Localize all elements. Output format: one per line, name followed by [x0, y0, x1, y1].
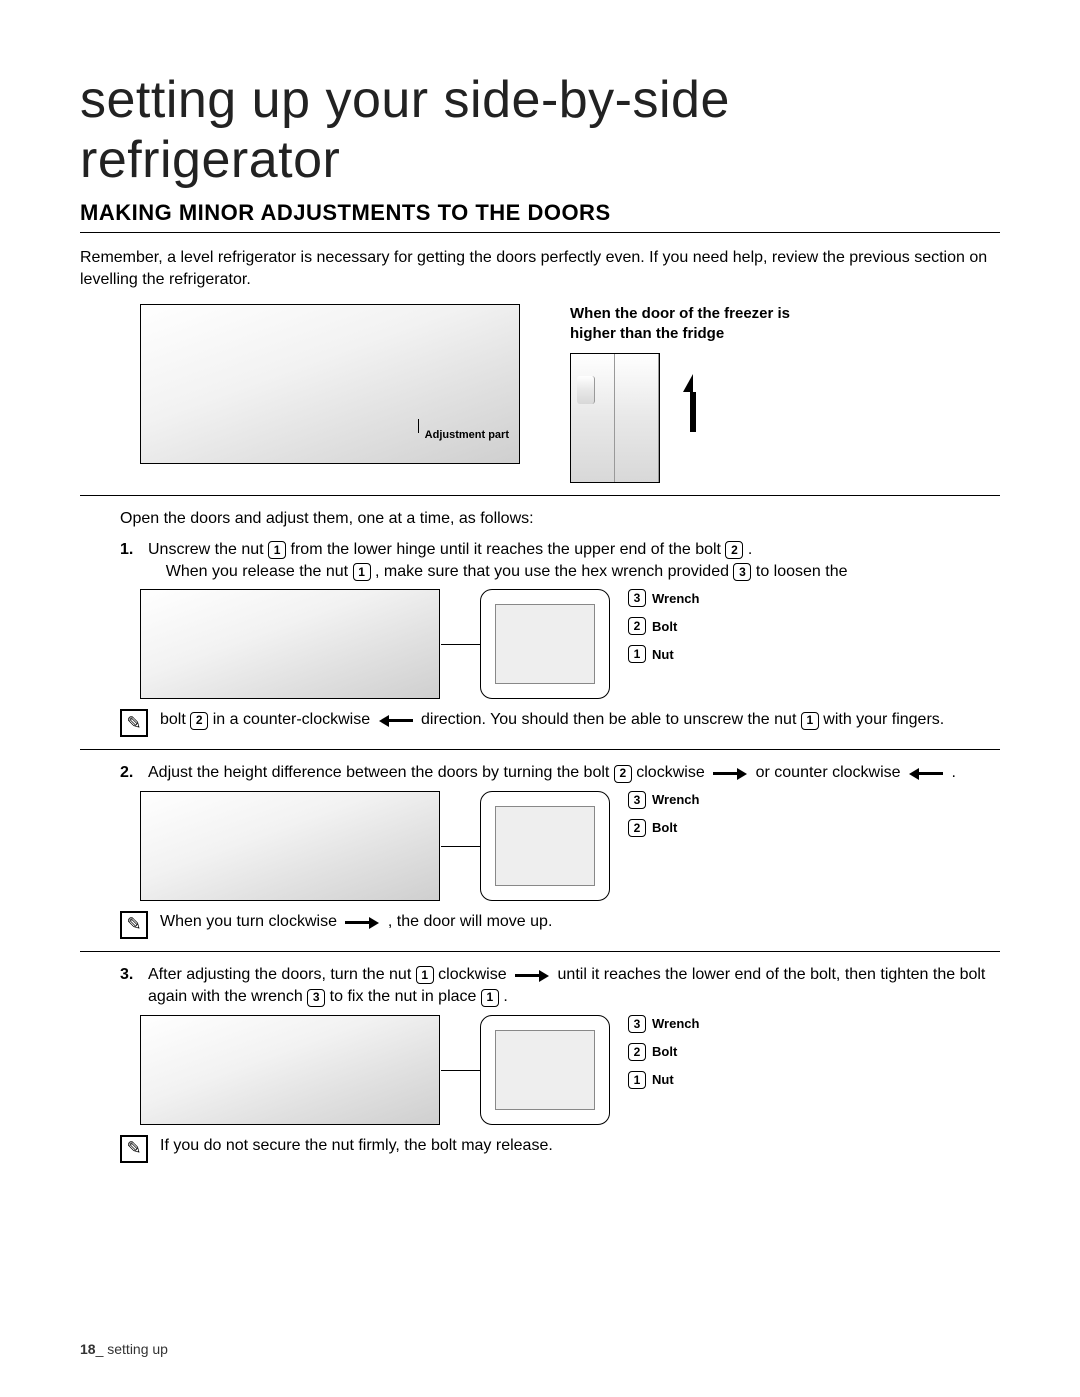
- t: clockwise: [438, 966, 511, 983]
- page-number: 18: [80, 1341, 96, 1357]
- ref-3-icon: 3: [628, 1015, 646, 1033]
- mini-fridge-icon: [570, 353, 660, 483]
- t: in a counter-clockwise: [213, 711, 375, 728]
- ref-3-icon: 3: [628, 791, 646, 809]
- step-3: 3. After adjusting the doors, turn the n…: [120, 964, 1000, 1009]
- arrow-cw-icon: [713, 766, 747, 780]
- step-3-body: After adjusting the doors, turn the nut …: [148, 964, 1000, 1009]
- fridge-base-illustration: [140, 1015, 440, 1125]
- step-2-body: Adjust the height difference between the…: [148, 762, 1000, 784]
- t: After adjusting the doors, turn the nut: [148, 966, 416, 983]
- wrench-label: Wrench: [652, 1016, 699, 1031]
- t: .: [951, 764, 955, 781]
- step-2: 2. Adjust the height difference between …: [120, 762, 1000, 784]
- adjustment-part-label: Adjustment part: [425, 429, 509, 441]
- ref-1-icon: 1: [628, 645, 646, 663]
- fridge-base-illustration: Adjustment part: [140, 304, 520, 464]
- t: , make sure that you use the hex wrench …: [375, 563, 733, 580]
- ref-2-icon: 2: [628, 1043, 646, 1061]
- page-title: setting up your side-by-side refrigerato…: [80, 70, 1000, 190]
- ref-1-icon: 1: [416, 966, 434, 984]
- wrench-label: Wrench: [652, 792, 699, 807]
- t: clockwise: [636, 764, 709, 781]
- fridge-base-illustration: [140, 589, 440, 699]
- separator: [80, 951, 1000, 952]
- ref-3-icon: 3: [307, 989, 325, 1007]
- nut-label: Nut: [652, 1072, 674, 1087]
- part-labels: 3 Wrench 2 Bolt 1 Nut: [628, 589, 699, 663]
- hinge-zoom-illustration: [480, 1015, 610, 1125]
- arrow-ccw-icon: [909, 766, 943, 780]
- step-1-number: 1.: [120, 539, 148, 584]
- step-1: 1. Unscrew the nut 1 from the lower hing…: [120, 539, 1000, 584]
- t: to loosen the: [756, 563, 848, 580]
- t: When you turn clockwise: [160, 913, 341, 930]
- t: direction. You should then be able to un…: [421, 711, 801, 728]
- note-icon: ✎: [120, 911, 148, 939]
- ref-1-icon: 1: [353, 563, 371, 581]
- section-heading: MAKING MINOR ADJUSTMENTS TO THE DOORS: [80, 200, 1000, 233]
- diagram-4: 3 Wrench 2 Bolt 1 Nut: [140, 1015, 1000, 1125]
- part-labels: 3 Wrench 2 Bolt: [628, 791, 699, 837]
- diagram-2: 3 Wrench 2 Bolt 1 Nut: [140, 589, 1000, 699]
- ref-3-icon: 3: [628, 589, 646, 607]
- intro-text: Remember, a level refrigerator is necess…: [80, 247, 1000, 290]
- t: with your fingers.: [823, 711, 944, 728]
- arrow-cw-icon: [345, 915, 379, 929]
- arrow-ccw-icon: [379, 713, 413, 727]
- t: .: [503, 988, 507, 1005]
- fridge-base-illustration: [140, 791, 440, 901]
- t: Adjust the height difference between the…: [148, 764, 614, 781]
- footer-text: _ setting up: [96, 1341, 168, 1357]
- t: or counter clockwise: [756, 764, 905, 781]
- page-footer: 18_ setting up: [80, 1341, 168, 1357]
- note-icon: ✎: [120, 1135, 148, 1163]
- hinge-zoom-illustration: [480, 791, 610, 901]
- ref-2-icon: 2: [628, 617, 646, 635]
- freezer-higher-callout: When the door of the freezer is higher t…: [570, 304, 830, 483]
- callout-heading: When the door of the freezer is higher t…: [570, 304, 830, 343]
- step-2-number: 2.: [120, 762, 148, 784]
- t: .: [748, 541, 752, 558]
- arrow-up-icon: [683, 374, 693, 392]
- ref-1-icon: 1: [628, 1071, 646, 1089]
- t: to fix the nut in place: [330, 988, 481, 1005]
- t: bolt: [160, 711, 190, 728]
- adjustment-tick: [418, 419, 419, 433]
- t: , the door will move up.: [388, 913, 553, 930]
- note-3-text: If you do not secure the nut firmly, the…: [160, 1135, 553, 1157]
- arrow-cw-icon: [515, 968, 549, 982]
- hinge-zoom-illustration: [480, 589, 610, 699]
- diagram-1: Adjustment part When the door of the fre…: [140, 304, 1000, 483]
- ref-2-icon: 2: [628, 819, 646, 837]
- ref-2-icon: 2: [190, 712, 208, 730]
- bolt-label: Bolt: [652, 1044, 677, 1059]
- step-1-body: Unscrew the nut 1 from the lower hinge u…: [148, 539, 1000, 584]
- part-labels: 3 Wrench 2 Bolt 1 Nut: [628, 1015, 699, 1089]
- open-doors-text: Open the doors and adjust them, one at a…: [120, 508, 1000, 530]
- ref-1-icon: 1: [481, 989, 499, 1007]
- note-2: ✎ When you turn clockwise , the door wil…: [120, 911, 1000, 939]
- ref-2-icon: 2: [614, 765, 632, 783]
- bolt-label: Bolt: [652, 820, 677, 835]
- ref-1-icon: 1: [268, 541, 286, 559]
- diagram-3: 3 Wrench 2 Bolt: [140, 791, 1000, 901]
- ref-1-icon: 1: [801, 712, 819, 730]
- step-3-number: 3.: [120, 964, 148, 1009]
- dispenser-icon: [577, 376, 595, 404]
- t: Unscrew the nut: [148, 541, 268, 558]
- separator: [80, 749, 1000, 750]
- t: When you release the nut: [166, 563, 353, 580]
- nut-label: Nut: [652, 647, 674, 662]
- note-3: ✎ If you do not secure the nut firmly, t…: [120, 1135, 1000, 1163]
- ref-2-icon: 2: [725, 541, 743, 559]
- wrench-label: Wrench: [652, 591, 699, 606]
- ref-3-icon: 3: [733, 563, 751, 581]
- separator: [80, 495, 1000, 496]
- note-icon: ✎: [120, 709, 148, 737]
- bolt-label: Bolt: [652, 619, 677, 634]
- t: from the lower hinge until it reaches th…: [291, 541, 726, 558]
- note-1: ✎ bolt 2 in a counter-clockwise directio…: [120, 709, 1000, 737]
